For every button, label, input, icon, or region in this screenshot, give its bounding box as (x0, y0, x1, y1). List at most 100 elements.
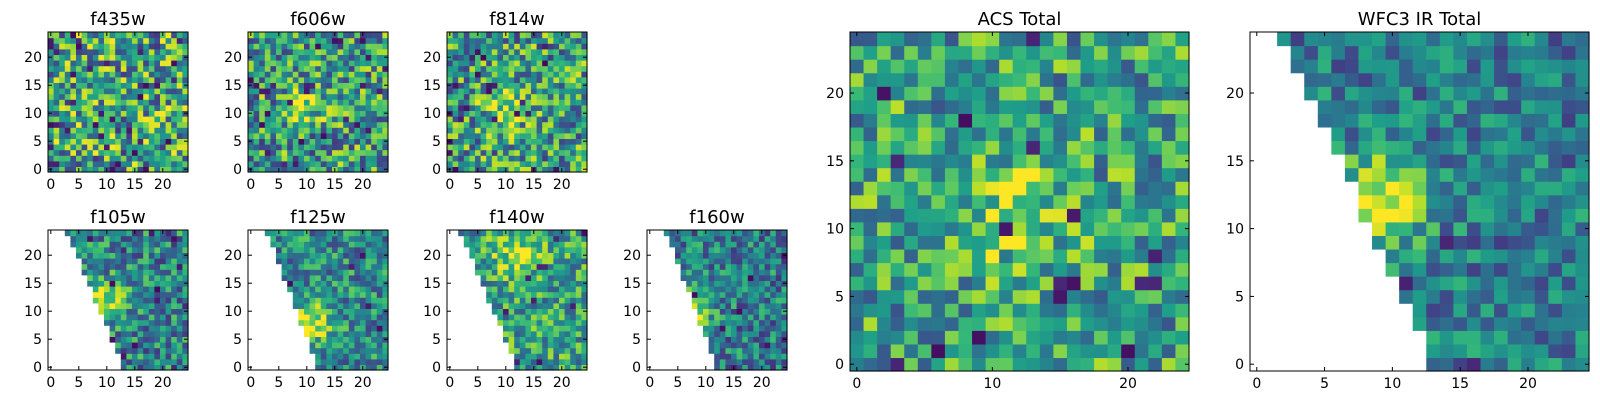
heatmap-cell (253, 116, 260, 123)
heatmap-cell (553, 48, 560, 55)
heatmap-cell (542, 280, 549, 287)
heatmap-cell (120, 297, 127, 304)
heatmap-cell (1426, 248, 1441, 264)
heatmap-cell (1026, 330, 1041, 345)
heatmap-cell (298, 319, 305, 326)
heatmap-cell (337, 342, 344, 349)
heatmap-cell (276, 160, 283, 167)
heatmap-cell (536, 258, 543, 265)
heatmap-cell (1548, 262, 1563, 277)
heatmap-cell (143, 336, 150, 343)
heatmap-cell (81, 60, 88, 67)
heatmap-cell (120, 121, 127, 128)
heatmap-cell (360, 269, 367, 276)
heatmap-cell (1012, 154, 1027, 169)
heatmap-cell (775, 314, 782, 321)
heatmap-cell (458, 71, 465, 78)
heatmap-cell (276, 116, 283, 123)
heatmap-cell (503, 286, 510, 293)
heatmap-cell (1175, 72, 1190, 87)
y-tick-label: 0 (233, 162, 242, 178)
heatmap-cell (115, 246, 122, 253)
heatmap-cell (382, 269, 389, 276)
heatmap-cell (115, 32, 122, 39)
heatmap-cell (1107, 113, 1122, 128)
heatmap-cell (480, 82, 487, 89)
heatmap-cell (547, 99, 554, 106)
heatmap-cell (104, 54, 111, 61)
heatmap-cell (542, 336, 549, 343)
heatmap-cell (154, 65, 161, 72)
heatmap-cell (475, 99, 482, 106)
heatmap-cell (264, 138, 271, 145)
heatmap-cell (1426, 167, 1441, 182)
heatmap-cell (371, 325, 378, 332)
heatmap-cell (109, 246, 116, 253)
heatmap-cell (480, 116, 487, 123)
heatmap-cell (531, 71, 538, 78)
heatmap-cell (1026, 276, 1041, 291)
heatmap-cell (491, 144, 498, 151)
heatmap-cell (148, 252, 155, 259)
heatmap-cell (714, 230, 721, 237)
heatmap-cell (176, 241, 183, 248)
heatmap-cell (332, 138, 339, 145)
heatmap-cell (53, 104, 60, 111)
heatmap-cell (332, 325, 339, 332)
heatmap-cell (1107, 235, 1122, 250)
heatmap-cell (182, 121, 189, 128)
heatmap-cell (719, 302, 726, 309)
heatmap-cell (1399, 140, 1414, 155)
heatmap-cell (176, 302, 183, 309)
heatmap-cell (781, 263, 788, 270)
heatmap-cell (182, 60, 189, 67)
heatmap-cell (87, 160, 94, 167)
heatmap-cell (137, 297, 144, 304)
heatmap-cell (1053, 316, 1068, 331)
heatmap-cell (1521, 72, 1536, 87)
heatmap-cell (508, 166, 515, 173)
heatmap-cell (531, 127, 538, 134)
heatmap-cell (972, 59, 987, 74)
heatmap-cell (64, 99, 71, 106)
heatmap-cell (98, 291, 105, 298)
heatmap-cell (1494, 45, 1509, 60)
heatmap-cell (781, 325, 788, 332)
heatmap-cell (148, 358, 155, 365)
heatmap-cell (165, 246, 172, 253)
heatmap-cell (575, 110, 582, 117)
heatmap-cell (276, 104, 283, 111)
heatmap-cell (382, 235, 389, 242)
heatmap-cell (764, 252, 771, 259)
heatmap-cell (536, 37, 543, 44)
heatmap-cell (542, 241, 549, 248)
heatmap-cell (160, 132, 167, 139)
heatmap-cell (276, 235, 283, 242)
heatmap-cell (126, 110, 133, 117)
heatmap-cell (1372, 59, 1387, 74)
heatmap-cell (48, 88, 55, 95)
heatmap-cell (160, 269, 167, 276)
heatmap-cell (176, 336, 183, 343)
x-tick-label: 5 (74, 177, 83, 193)
heatmap-cell (132, 144, 139, 151)
heatmap-cell (259, 116, 266, 123)
heatmap-cell (1080, 289, 1095, 304)
heatmap-cell (343, 132, 350, 139)
x-tick-label: 15 (126, 375, 144, 391)
heatmap-cell (98, 144, 105, 151)
heatmap-cell (1134, 357, 1149, 372)
heatmap-cell (686, 258, 693, 265)
heatmap-cell (148, 160, 155, 167)
heatmap-cell (304, 60, 311, 67)
heatmap-cell (1453, 72, 1468, 87)
heatmap-cell (326, 127, 333, 134)
heatmap-cell (475, 110, 482, 117)
heatmap-cell (742, 269, 749, 276)
heatmap-cell (143, 347, 150, 354)
heatmap-cell (281, 252, 288, 259)
heatmap-cell (1134, 235, 1149, 250)
heatmap-cell (1148, 357, 1163, 372)
heatmap-cell (176, 155, 183, 162)
heatmap-cell (120, 235, 127, 242)
